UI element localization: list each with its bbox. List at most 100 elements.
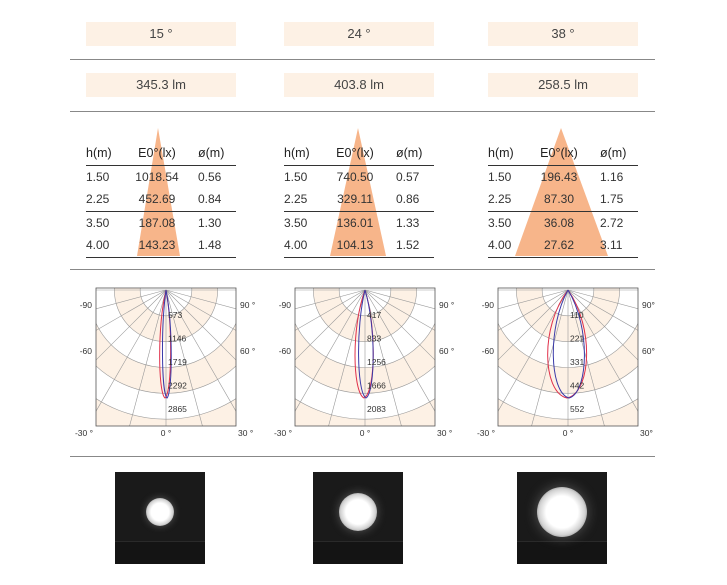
divider xyxy=(70,456,655,457)
angle-label-minus-90: -90 xyxy=(80,300,93,310)
angle-label-minus-90: -90 xyxy=(279,300,292,310)
cell-height: 4.00 xyxy=(488,238,512,252)
polar-grid xyxy=(96,288,236,426)
ring-value-label: 1666 xyxy=(367,381,386,391)
table-row: 1.50 196.43 1.16 xyxy=(488,166,638,189)
beam-cone-15 xyxy=(137,128,180,256)
cell-illuminance: 27.62 xyxy=(543,238,575,252)
cell-height: 1.50 xyxy=(86,169,110,184)
ring-value-label: 2865 xyxy=(168,404,187,414)
angle-label-minus-30: -30 ° xyxy=(75,428,93,438)
angle-label-0: 0 ° xyxy=(161,428,172,438)
table-row: 3.50 136.01 1.33 xyxy=(284,212,434,235)
ring-value-label: 1256 xyxy=(367,357,386,367)
polar-spoke xyxy=(295,289,366,361)
floor-shadow xyxy=(115,541,205,564)
polar-spoke xyxy=(567,289,638,412)
light-spot xyxy=(145,497,175,527)
intensity-curve-c90 xyxy=(358,289,374,399)
polar-frame xyxy=(497,287,639,427)
polar-spoke xyxy=(498,289,569,412)
polar-spoke xyxy=(364,289,402,426)
cell-diameter: 1.16 xyxy=(600,169,624,184)
cell-height: 1.50 xyxy=(488,169,512,184)
beam-angle-label-24: 24 ° xyxy=(284,22,434,46)
ring-value-label: 2083 xyxy=(367,404,386,414)
angle-label-60: 60° xyxy=(642,346,655,356)
table-row: 4.00 143.23 1.48 xyxy=(86,234,236,258)
table-row: 4.00 27.62 3.11 xyxy=(488,234,638,258)
cell-diameter: 1.30 xyxy=(198,215,222,230)
angle-label-60: 60 ° xyxy=(240,346,255,356)
polar-grid xyxy=(498,288,638,426)
intensity-curve-c90 xyxy=(552,289,585,399)
ring-value-label: 221 xyxy=(570,334,584,344)
header-illuminance: E0°(lx) xyxy=(336,146,374,160)
table-row: 2.25 452.69 0.84 xyxy=(86,188,236,212)
beam-angle-label-38: 38 ° xyxy=(488,22,638,46)
table-header: h(m) E0°(lx) ø(m) xyxy=(86,142,236,166)
divider xyxy=(70,111,655,112)
table-header: h(m) E0°(lx) ø(m) xyxy=(488,142,638,166)
polar-spoke xyxy=(96,289,167,331)
angle-label-minus-60: -60 xyxy=(279,346,292,356)
polar-spoke xyxy=(364,289,435,361)
polar-diagram-24: 417 833 1256 1666 2083 -90 90 ° -60 60 ° -30 ° 0 °… xyxy=(274,285,454,440)
polar-spoke xyxy=(165,289,236,412)
polar-spoke xyxy=(96,289,167,412)
angle-label-minus-30: -30 ° xyxy=(274,428,292,438)
beam-cone-24 xyxy=(330,128,386,256)
angle-label-0: 0 ° xyxy=(563,428,574,438)
table-row: 1.50 740.50 0.57 xyxy=(284,166,434,189)
cell-diameter: 2.72 xyxy=(600,215,624,230)
floor-shadow xyxy=(517,541,607,564)
ring-value-label: 442 xyxy=(570,381,584,391)
polar-spoke xyxy=(567,289,638,361)
polar-spoke xyxy=(295,289,366,331)
ring-value-label: 1719 xyxy=(168,357,187,367)
illuminance-table-15: h(m) E0°(lx) ø(m) 1.50 1018.54 0.56 2.25… xyxy=(86,142,236,258)
polar-spoke xyxy=(364,289,435,412)
cell-illuminance: 1018.54 xyxy=(135,169,179,184)
table-row: 2.25 87.30 1.75 xyxy=(488,188,638,212)
cell-diameter: 0.57 xyxy=(396,169,420,184)
cell-height: 2.25 xyxy=(488,192,512,206)
cell-diameter: 3.11 xyxy=(600,238,623,252)
beam-photo-24 xyxy=(313,472,403,564)
header-diameter: ø(m) xyxy=(396,146,423,160)
cell-illuminance: 329.11 xyxy=(337,192,373,206)
divider xyxy=(70,269,655,270)
beam-photo-38 xyxy=(517,472,607,564)
cell-diameter: 0.86 xyxy=(396,192,420,206)
light-spot xyxy=(536,486,588,538)
intensity-curve-c90 xyxy=(161,289,172,399)
lumen-label-15: 345.3 lm xyxy=(86,73,236,97)
cell-diameter: 1.75 xyxy=(600,192,624,206)
polar-spoke xyxy=(498,289,569,310)
cell-diameter: 0.84 xyxy=(198,192,222,206)
intensity-curve-c0 xyxy=(547,289,588,399)
table-row: 1.50 1018.54 0.56 xyxy=(86,166,236,189)
angle-label-90: 90° xyxy=(642,300,655,310)
table-row: 2.25 329.11 0.86 xyxy=(284,188,434,212)
cell-diameter: 1.52 xyxy=(396,238,420,252)
angle-label-minus-30: -30 ° xyxy=(477,428,495,438)
cell-height: 3.50 xyxy=(284,215,308,230)
ring-value-label: 1146 xyxy=(168,334,187,344)
beam-photo-15 xyxy=(115,472,205,564)
header-diameter: ø(m) xyxy=(600,146,627,160)
polar-spoke xyxy=(364,289,435,310)
cell-illuminance: 36.08 xyxy=(543,215,575,230)
angle-label-0: 0 ° xyxy=(360,428,371,438)
cell-illuminance: 740.50 xyxy=(336,169,374,184)
illuminance-table-38: h(m) E0°(lx) ø(m) 1.50 196.43 1.16 2.25 … xyxy=(488,142,638,258)
ring-value-label: 110 xyxy=(570,310,584,320)
polar-spoke xyxy=(295,289,366,310)
header-illuminance: E0°(lx) xyxy=(138,146,176,160)
header-height: h(m) xyxy=(86,146,112,160)
cell-illuminance: 196.43 xyxy=(540,169,578,184)
angle-label-minus-90: -90 xyxy=(482,300,495,310)
cell-illuminance: 136.01 xyxy=(336,215,374,230)
table-row: 3.50 36.08 2.72 xyxy=(488,212,638,235)
cell-height: 2.25 xyxy=(284,192,308,206)
